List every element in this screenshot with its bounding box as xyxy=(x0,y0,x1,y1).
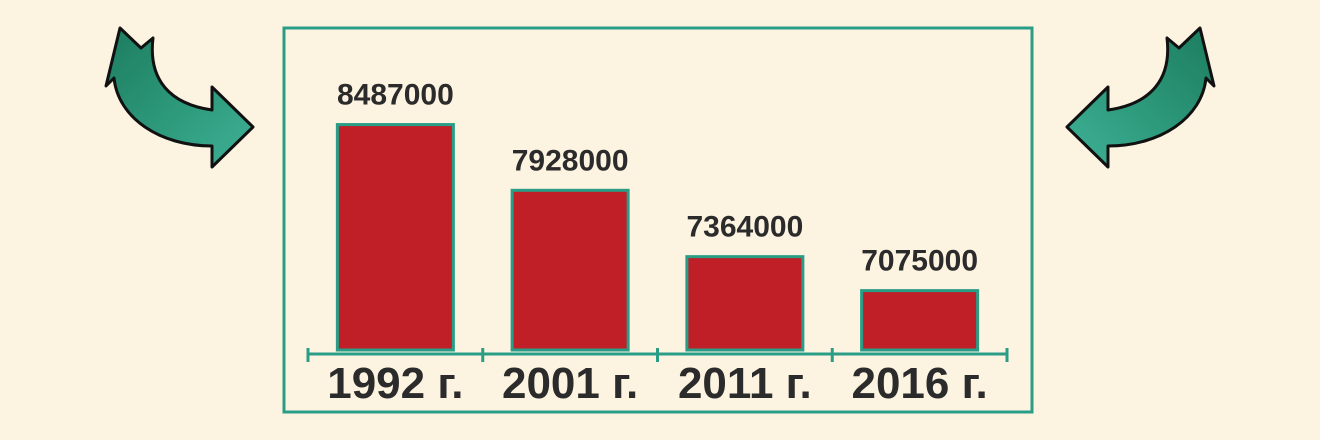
curved-arrow-left-icon xyxy=(1065,26,1216,169)
chart-frame xyxy=(282,26,1034,414)
bar xyxy=(685,255,805,352)
bars-group xyxy=(335,123,980,352)
bar xyxy=(860,289,980,352)
x-axis-ticks xyxy=(306,348,1009,362)
x-tick-label: 1992 г. xyxy=(327,359,463,408)
bar-value-label: 7364000 xyxy=(686,211,803,244)
bar-chart: 8487000 7928000 7364000 7075000 1992 г. 2001… xyxy=(306,79,1009,408)
bar-value-label: 7075000 xyxy=(861,245,978,278)
bar-value-label: 8487000 xyxy=(337,79,454,112)
bar-value-label: 7928000 xyxy=(512,144,629,177)
x-axis-tick-labels: 1992 г. 2001 г. 2011 г. 2016 г. xyxy=(327,359,988,408)
x-tick-label: 2011 г. xyxy=(678,359,812,408)
value-labels-group: 8487000 7928000 7364000 7075000 xyxy=(337,79,978,278)
bar xyxy=(335,123,455,352)
curved-arrow-right-icon xyxy=(104,26,255,169)
x-tick-label: 2016 г. xyxy=(851,359,987,408)
bar xyxy=(510,188,630,352)
x-tick-label: 2001 г. xyxy=(502,359,638,408)
